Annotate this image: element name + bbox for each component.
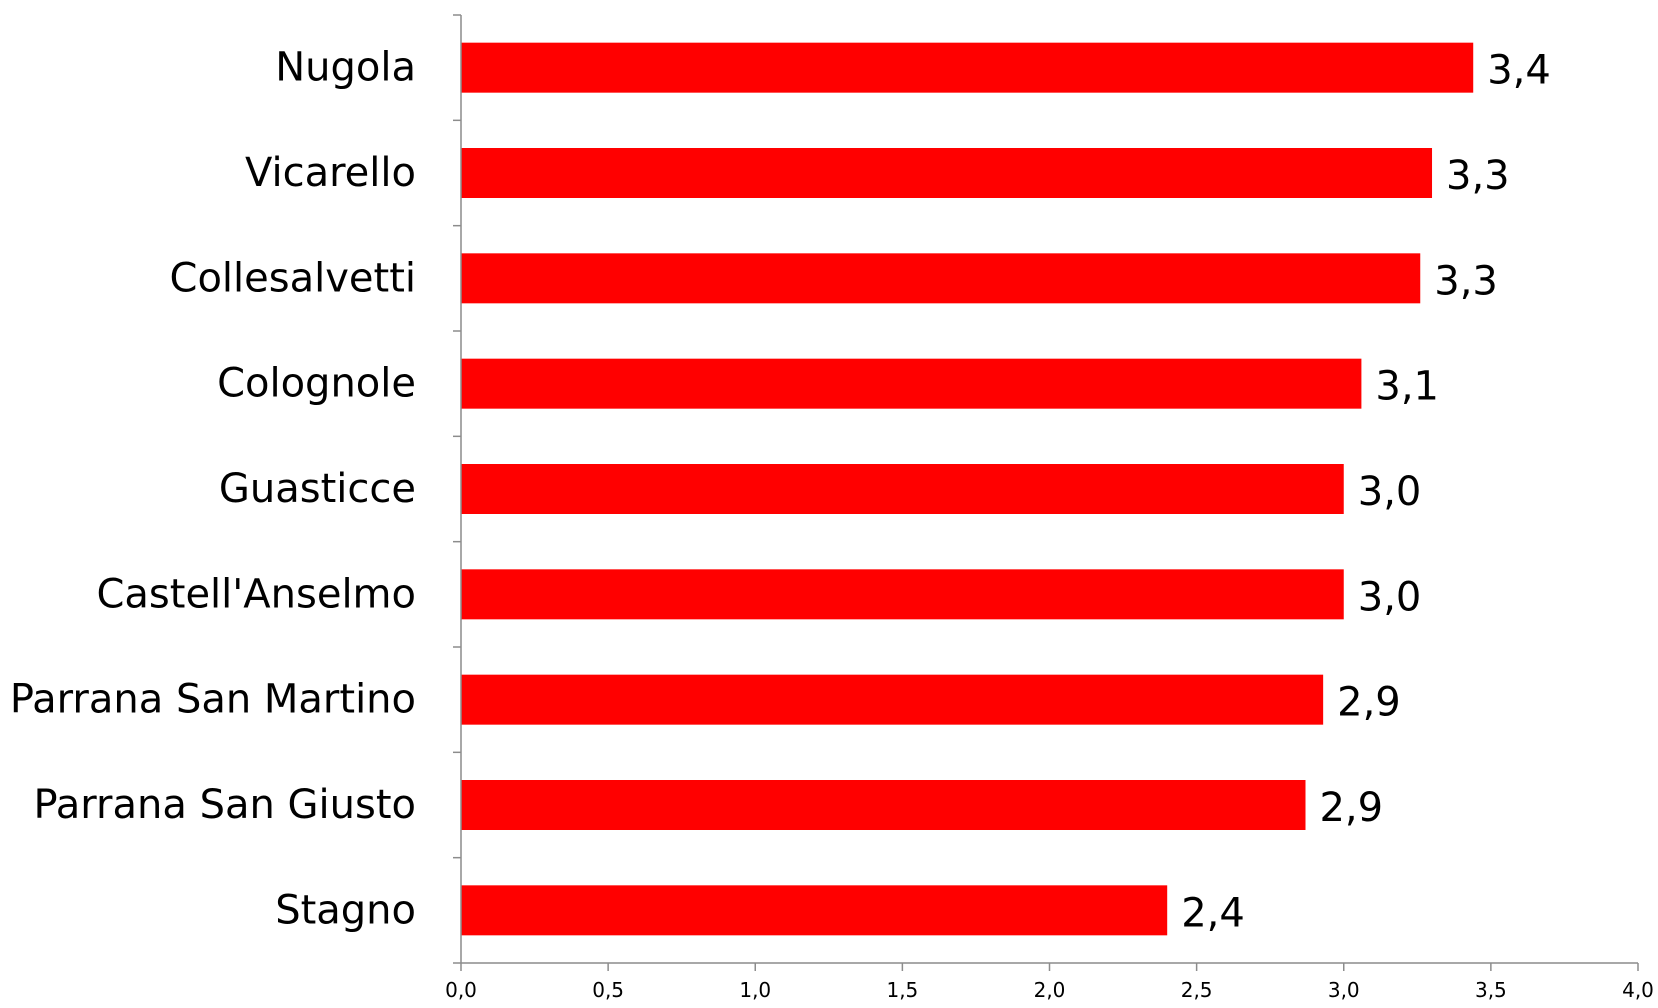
data-label: 3,3 bbox=[1434, 258, 1498, 304]
labels-layer: Nugola 3,4 Vicarello 3,3 Collesalvetti 3,3 Col… bbox=[10, 45, 1654, 1002]
data-label: 3,1 bbox=[1375, 364, 1439, 410]
bar bbox=[461, 780, 1306, 830]
x-tick-label: 2,5 bbox=[1181, 978, 1213, 1002]
x-tick-label: 0,5 bbox=[592, 978, 624, 1002]
category-label: Castell'Anselmo bbox=[96, 571, 416, 617]
x-tick-label: 0,0 bbox=[445, 978, 477, 1002]
category-label: Parrana San Martino bbox=[10, 677, 416, 723]
x-tick-label: 2,0 bbox=[1034, 978, 1066, 1002]
bar bbox=[461, 464, 1344, 514]
data-label: 3,0 bbox=[1358, 469, 1422, 515]
bar bbox=[461, 253, 1421, 304]
data-label: 2,9 bbox=[1319, 785, 1383, 831]
data-label: 3,4 bbox=[1487, 48, 1551, 94]
data-label: 3,0 bbox=[1358, 574, 1422, 620]
x-tick-label: 3,5 bbox=[1475, 978, 1507, 1002]
data-label: 2,4 bbox=[1181, 890, 1245, 936]
bar bbox=[461, 42, 1474, 93]
category-label: Colognole bbox=[217, 361, 416, 407]
x-tick-label: 1,0 bbox=[739, 978, 771, 1002]
bar bbox=[461, 569, 1344, 620]
category-label: Parrana San Giusto bbox=[33, 782, 416, 828]
x-tick-label: 1,5 bbox=[886, 978, 918, 1002]
bar bbox=[461, 148, 1433, 198]
bar bbox=[461, 674, 1324, 725]
x-tick-label: 3,0 bbox=[1328, 978, 1360, 1002]
data-label: 3,3 bbox=[1446, 153, 1510, 199]
data-label: 2,9 bbox=[1337, 680, 1401, 726]
category-label: Vicarello bbox=[245, 150, 416, 196]
bars-layer bbox=[461, 42, 1474, 936]
axes-layer bbox=[453, 14, 1639, 971]
bar bbox=[461, 358, 1362, 409]
category-label: Guasticce bbox=[219, 466, 416, 512]
bar bbox=[461, 885, 1168, 936]
x-tick-label: 4,0 bbox=[1622, 978, 1654, 1002]
category-label: Collesalvetti bbox=[170, 255, 416, 301]
category-label: Stagno bbox=[275, 887, 416, 933]
category-label: Nugola bbox=[275, 45, 416, 91]
